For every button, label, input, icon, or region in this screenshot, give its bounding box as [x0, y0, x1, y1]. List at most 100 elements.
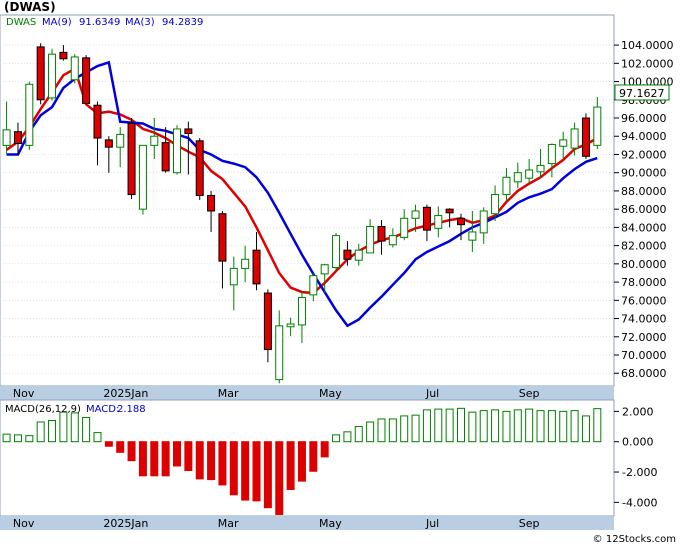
candle-body	[25, 83, 34, 146]
candle	[252, 231, 261, 291]
candle-body	[536, 164, 545, 173]
candle	[570, 122, 579, 156]
candle	[173, 125, 181, 175]
price-tick-label: 104.0000	[621, 39, 674, 52]
macd-bar	[25, 435, 34, 443]
last-price-label: 97.1627	[619, 87, 665, 100]
price-tick-label: 76.0000	[621, 294, 667, 307]
macd-bar	[513, 409, 522, 443]
candle-body	[445, 208, 454, 214]
candle	[70, 54, 79, 84]
candle	[536, 148, 545, 179]
candle-body	[263, 292, 272, 351]
candle	[479, 207, 488, 244]
macd-bar	[161, 441, 170, 477]
candle-body	[547, 143, 556, 165]
chart-title: (DWAS)	[4, 0, 56, 14]
candle	[150, 118, 159, 160]
price-tick-label: 102.0000	[621, 57, 674, 70]
candle	[366, 219, 375, 254]
candle	[25, 81, 34, 150]
macd-bar	[388, 418, 397, 443]
macd-bar	[127, 441, 136, 462]
candle	[388, 228, 397, 248]
price-legend: DWAS MA(9) 91.6349 MA(3) 94.2839	[6, 17, 203, 28]
macd-bar	[570, 410, 579, 443]
candle-body	[309, 275, 318, 296]
macd-bar	[13, 434, 22, 443]
candle-body	[48, 53, 57, 99]
candle	[491, 185, 500, 222]
candle-body	[104, 139, 113, 148]
candle-body	[138, 144, 147, 210]
macd-bar	[525, 408, 534, 443]
macd-bar	[59, 411, 68, 443]
candles	[2, 43, 602, 384]
macd-tick-label: -2.000	[622, 466, 657, 479]
candle	[422, 204, 431, 242]
price-tick-label: 82.0000	[621, 240, 667, 253]
candle	[13, 122, 22, 155]
macd-bar	[218, 441, 227, 486]
macd-bar	[468, 411, 477, 443]
candle	[445, 208, 454, 228]
candle-body	[241, 258, 250, 269]
candle	[297, 291, 306, 344]
macd-y-axis: 2.000 0.000 -2.000 -4.000	[614, 405, 657, 509]
macd-bar	[434, 408, 443, 443]
macd-legend: MACD(26,12,9) MACD: 2.188	[5, 404, 146, 415]
candle	[2, 101, 11, 155]
candle-body	[377, 225, 386, 242]
candle	[116, 127, 125, 168]
price-tick-label: 94.0000	[621, 130, 667, 143]
macd-panel: 2.000 0.000 -2.000 -4.000 MACD(26,12,9) MAC…	[0, 399, 657, 517]
candle-body	[388, 235, 397, 246]
candle-body	[127, 122, 136, 196]
candle	[400, 209, 409, 241]
macd-bar	[297, 441, 306, 482]
candle-body	[400, 217, 409, 238]
last-price-tag: 97.1627	[614, 84, 670, 101]
macd-bar	[286, 441, 295, 490]
candle-body	[468, 231, 477, 241]
macd-histogram	[2, 407, 602, 515]
macd-date-label: Nov	[13, 517, 35, 530]
candle-body	[491, 194, 500, 215]
candle	[229, 256, 238, 311]
candle	[593, 97, 602, 149]
candle-body	[593, 106, 602, 146]
candle	[513, 162, 522, 189]
ma-blue-line	[6, 60, 598, 328]
price-panel: 68.0000 70.0000 72.0000 74.0000 76.0000 78.00…	[0, 14, 674, 387]
legend-ma9-name: MA(9)	[42, 17, 72, 28]
candle	[286, 317, 295, 336]
macd-tick-label: 0.000	[622, 436, 654, 449]
macd-bar	[263, 441, 272, 509]
macd-bar	[116, 441, 125, 453]
candle-body	[320, 264, 329, 275]
price-tick-label: 90.0000	[621, 167, 667, 180]
candle-body	[184, 128, 193, 135]
candle	[184, 121, 193, 175]
price-tick-label: 86.0000	[621, 203, 667, 216]
candle	[332, 232, 341, 273]
candle-body	[479, 210, 488, 234]
macd-bar	[491, 409, 500, 443]
candle	[275, 310, 284, 384]
macd-bar	[138, 441, 147, 477]
price-tick-label: 70.0000	[621, 349, 667, 362]
macd-bar	[422, 409, 431, 443]
candle-body	[36, 46, 45, 101]
macd-bar	[559, 410, 568, 443]
macd-bar	[366, 421, 375, 443]
candle	[59, 45, 68, 61]
price-date-label: Nov	[13, 387, 35, 400]
macd-bar	[479, 410, 488, 443]
macd-bar	[229, 441, 238, 496]
macd-bar	[36, 421, 45, 443]
price-tick-label: 72.0000	[621, 331, 667, 344]
candle	[48, 48, 57, 101]
candle-body	[150, 135, 159, 146]
candle	[36, 43, 45, 105]
